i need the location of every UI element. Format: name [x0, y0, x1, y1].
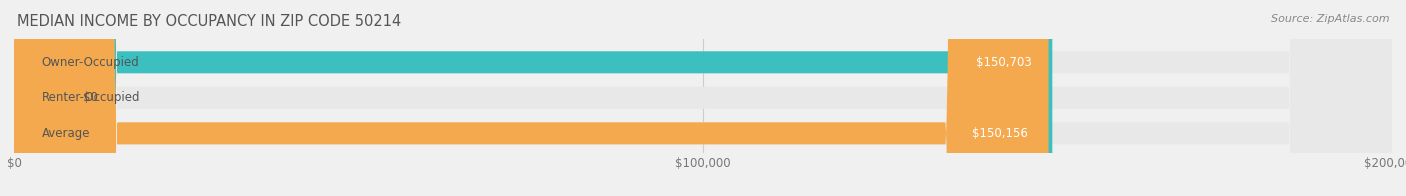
FancyBboxPatch shape: [14, 0, 1049, 196]
Text: Renter-Occupied: Renter-Occupied: [42, 91, 141, 104]
FancyBboxPatch shape: [14, 0, 55, 196]
Text: Average: Average: [42, 127, 90, 140]
FancyBboxPatch shape: [14, 0, 1052, 196]
Text: Source: ZipAtlas.com: Source: ZipAtlas.com: [1271, 14, 1389, 24]
Text: Owner-Occupied: Owner-Occupied: [42, 56, 139, 69]
Text: $150,156: $150,156: [972, 127, 1028, 140]
FancyBboxPatch shape: [14, 0, 1392, 196]
Text: $150,703: $150,703: [976, 56, 1032, 69]
Text: MEDIAN INCOME BY OCCUPANCY IN ZIP CODE 50214: MEDIAN INCOME BY OCCUPANCY IN ZIP CODE 5…: [17, 14, 401, 29]
FancyBboxPatch shape: [14, 0, 1392, 196]
FancyBboxPatch shape: [14, 0, 1392, 196]
Text: $0: $0: [83, 91, 98, 104]
